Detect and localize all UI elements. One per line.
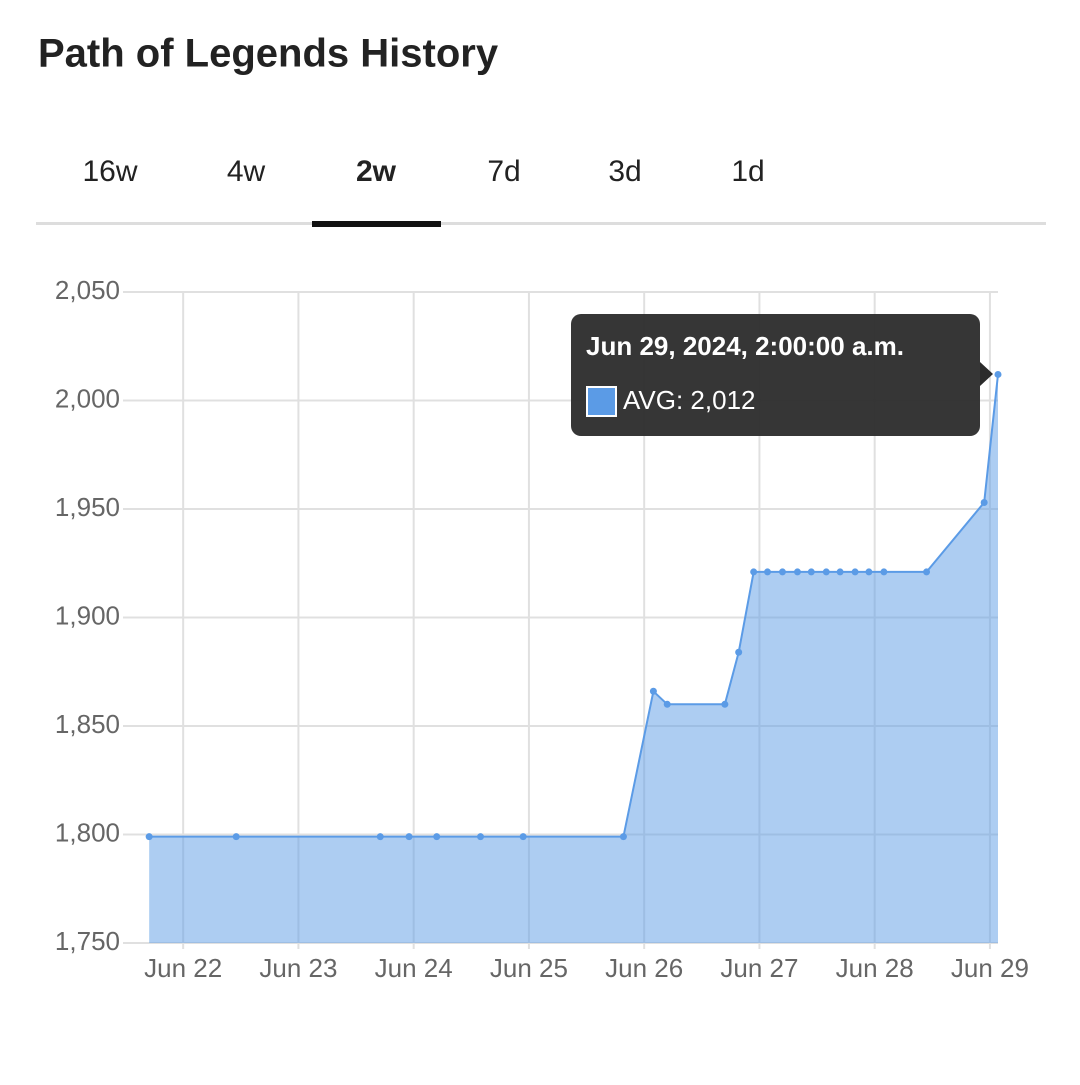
point [865,568,873,576]
x-tick-label: Jun 24 [375,953,453,983]
point [778,568,786,576]
point [721,700,729,708]
tab[interactable]: 2w [356,155,397,188]
x-tick-label: Jun 26 [605,953,683,983]
tooltip-text: AVG: 2,012 [623,385,756,415]
x-tick-label: Jun 25 [490,953,568,983]
point [433,833,441,841]
tooltip-title: Jun 29, 2024, 2:00:00 a.m. [586,331,904,361]
point [145,833,153,841]
tab[interactable]: 4w [227,155,266,188]
y-tick-label: 1,750 [55,926,120,956]
x-tick-label: Jun 27 [720,953,798,983]
y-tick-label: 1,800 [55,817,120,847]
tooltip-box [571,314,980,436]
y-tick-label: 2,050 [55,275,120,305]
point [836,568,844,576]
point [477,833,485,841]
tooltip-swatch [586,386,617,417]
point [980,498,988,506]
page-title: Path of Legends History [38,32,499,76]
point [807,568,815,576]
y-tick-label: 2,000 [55,383,120,413]
point [994,370,1002,378]
point [376,833,384,841]
point [763,568,771,576]
y-tick-label: 1,950 [55,492,120,522]
x-tick-label: Jun 29 [951,953,1029,983]
x-tick-label: Jun 22 [144,953,222,983]
point [750,568,758,576]
point [923,568,931,576]
tab[interactable]: 7d [487,155,520,188]
point [851,568,859,576]
tab[interactable]: 1d [731,155,764,188]
tooltip-pointer [980,362,993,386]
x-tick-label: Jun 23 [259,953,337,983]
y-tick-label: 1,900 [55,600,120,630]
point [880,568,888,576]
tooltip: Jun 29, 2024, 2:00:00 a.m. AVG: 2,012 [571,314,993,436]
point [822,568,830,576]
point [405,833,413,841]
y-tick-label: 1,850 [55,709,120,739]
point [793,568,801,576]
point [619,833,627,841]
point [663,700,671,708]
point [649,687,657,695]
area-fill [149,374,999,944]
tab[interactable]: 3d [608,155,641,188]
point [735,648,743,656]
tab-indicator [312,221,441,227]
tab[interactable]: 16w [82,155,137,188]
x-tick-label: Jun 28 [836,953,914,983]
point [232,833,240,841]
point [519,833,527,841]
